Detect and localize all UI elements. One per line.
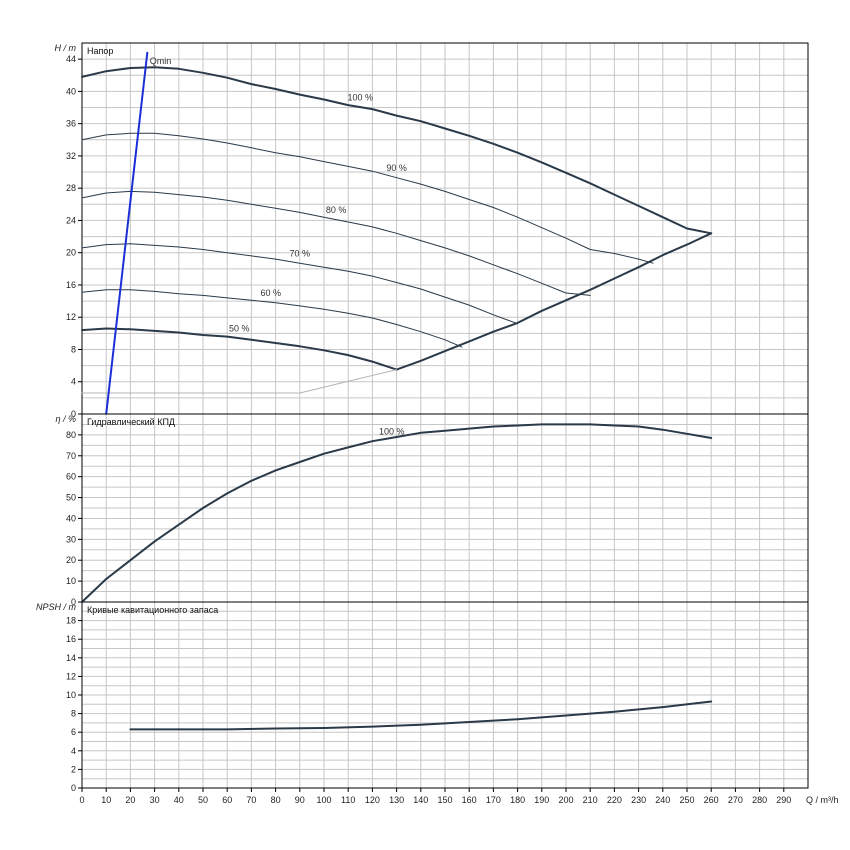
series-line-2 [81, 190, 591, 296]
y-tick-label: 20 [66, 248, 76, 258]
y-tick-label: 0 [71, 409, 76, 419]
panel-2: 0 2 4 6 8 10 12 14 16 18 NPSH / m Кривые кавитацион… [36, 601, 839, 805]
series-label: Qmin [150, 56, 172, 66]
series-label: 80 % [326, 205, 347, 215]
y-axis-label: H / m [55, 43, 77, 53]
y-tick-label: 4 [71, 377, 76, 387]
y-tick-label: 6 [71, 727, 76, 737]
y-axis-label: η / % [55, 414, 76, 424]
panel-title: Гидравлический КПД [87, 417, 175, 427]
x-tick-label: 60 [222, 795, 232, 805]
panel-title: Кривые кавитационного запаса [87, 605, 218, 615]
y-tick-label: 12 [66, 312, 76, 322]
x-tick-label: 170 [486, 795, 501, 805]
series-line-8 [105, 51, 149, 415]
x-tick-label: 0 [79, 795, 84, 805]
x-tick-label: 20 [125, 795, 135, 805]
y-tick-label: 24 [66, 215, 76, 225]
y-tick-label: 70 [66, 451, 76, 461]
series-label: 50 % [229, 324, 250, 334]
x-tick-label: 260 [704, 795, 719, 805]
x-tick-label: 290 [776, 795, 791, 805]
x-axis-label: Q / m³/h [806, 795, 839, 805]
y-tick-label: 10 [66, 576, 76, 586]
y-tick-label: 50 [66, 493, 76, 503]
x-tick-label: 110 [341, 795, 355, 805]
y-tick-label: 2 [71, 764, 76, 774]
y-tick-label: 14 [66, 653, 76, 663]
x-tick-label: 10 [101, 795, 111, 805]
series-line-6 [395, 232, 713, 371]
y-tick-label: 36 [66, 119, 76, 129]
y-tick-label: 44 [66, 54, 76, 64]
x-tick-label: 50 [198, 795, 208, 805]
y-tick-label: 4 [71, 746, 76, 756]
series-line-4 [81, 289, 463, 348]
y-axis-label: NPSH / m [36, 602, 77, 612]
series-line-0 [81, 423, 713, 603]
y-tick-label: 16 [66, 280, 76, 290]
x-tick-label: 140 [413, 795, 428, 805]
y-tick-label: 40 [66, 513, 76, 523]
y-tick-label: 10 [66, 690, 76, 700]
series-line-7 [81, 369, 398, 394]
panel-1: 0 10 20 30 40 50 60 70 80 η / % Гидравлический КПД… [55, 413, 809, 607]
y-tick-label: 8 [71, 344, 76, 354]
y-tick-label: 80 [66, 430, 76, 440]
series-label: 100 % [348, 93, 374, 103]
x-tick-label: 30 [150, 795, 160, 805]
x-tick-label: 280 [752, 795, 767, 805]
y-tick-label: 12 [66, 671, 76, 681]
x-tick-label: 160 [462, 795, 477, 805]
y-tick-label: 0 [71, 597, 76, 607]
y-tick-label: 18 [66, 616, 76, 626]
x-tick-label: 270 [728, 795, 743, 805]
x-tick-label: 120 [365, 795, 380, 805]
x-tick-label: 200 [558, 795, 573, 805]
panel-title: Напор [87, 46, 113, 56]
y-tick-label: 60 [66, 472, 76, 482]
y-tick-label: 16 [66, 634, 76, 644]
x-tick-label: 100 [316, 795, 331, 805]
series-label: 90 % [386, 163, 407, 173]
x-tick-label: 130 [389, 795, 404, 805]
x-tick-label: 230 [631, 795, 646, 805]
y-tick-label: 30 [66, 534, 76, 544]
series-line-1 [81, 132, 654, 264]
x-tick-label: 240 [655, 795, 670, 805]
y-tick-label: 40 [66, 86, 76, 96]
y-tick-label: 8 [71, 709, 76, 719]
x-tick-label: 250 [679, 795, 694, 805]
x-tick-label: 190 [534, 795, 549, 805]
series-line-0 [81, 66, 713, 235]
series-label: 60 % [261, 288, 282, 298]
x-tick-label: 210 [583, 795, 598, 805]
series-line-0 [129, 700, 713, 731]
y-tick-label: 28 [66, 183, 76, 193]
x-tick-label: 40 [174, 795, 184, 805]
x-tick-label: 70 [246, 795, 256, 805]
series-line-3 [81, 243, 519, 325]
x-tick-label: 80 [271, 795, 281, 805]
x-tick-label: 150 [437, 795, 452, 805]
x-tick-label: 220 [607, 795, 622, 805]
series-line-5 [81, 327, 398, 371]
x-tick-label: 180 [510, 795, 525, 805]
panel-0: 0 4 8 12 16 20 24 28 32 36 40 44H / m Напор 100 % 90 %… [55, 42, 809, 419]
y-tick-label: 0 [71, 783, 76, 793]
y-tick-label: 32 [66, 151, 76, 161]
series-label: 70 % [290, 249, 311, 259]
x-tick-label: 90 [295, 795, 305, 805]
series-label: 100 % [379, 426, 405, 436]
y-tick-label: 20 [66, 555, 76, 565]
